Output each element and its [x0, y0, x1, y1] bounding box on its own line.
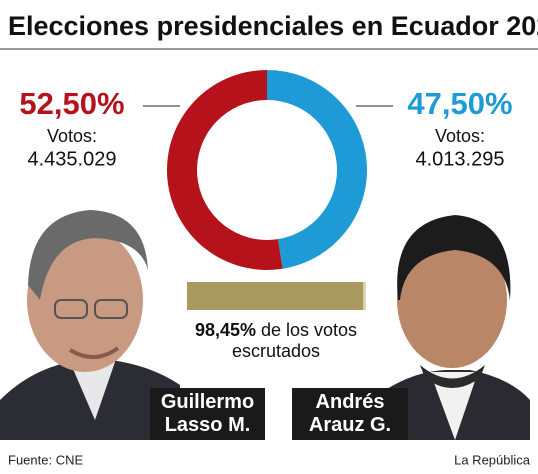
- source: Fuente: CNE: [8, 452, 83, 467]
- votes-caption: Votos:: [47, 126, 97, 146]
- candidate-name: Guillermo Lasso M.: [150, 388, 265, 440]
- chart-title: Elecciones presidenciales en Ecuador 202…: [8, 11, 538, 41]
- portrait-right: [375, 215, 530, 440]
- donut-slice: [166, 70, 283, 270]
- progress-text: de los votos: [256, 320, 357, 340]
- progress-caption: 98,45% de los votos escrutados: [195, 320, 357, 361]
- candidate-name: Andrés Arauz G.: [292, 388, 408, 440]
- progress-label: 98,45%: [195, 320, 256, 340]
- credit: La República: [454, 452, 531, 467]
- votes-value: 4.013.295: [416, 148, 505, 170]
- votes-caption: Votos:: [435, 126, 485, 146]
- portrait-left: [0, 210, 180, 440]
- percent-label: 47,50%: [407, 86, 512, 121]
- votes-value: 4.435.029: [28, 148, 117, 170]
- percent-label: 52,50%: [19, 86, 124, 121]
- progress-text-line: escrutados: [232, 341, 320, 361]
- donut-slice: [267, 70, 367, 269]
- progress-bar: [187, 282, 364, 310]
